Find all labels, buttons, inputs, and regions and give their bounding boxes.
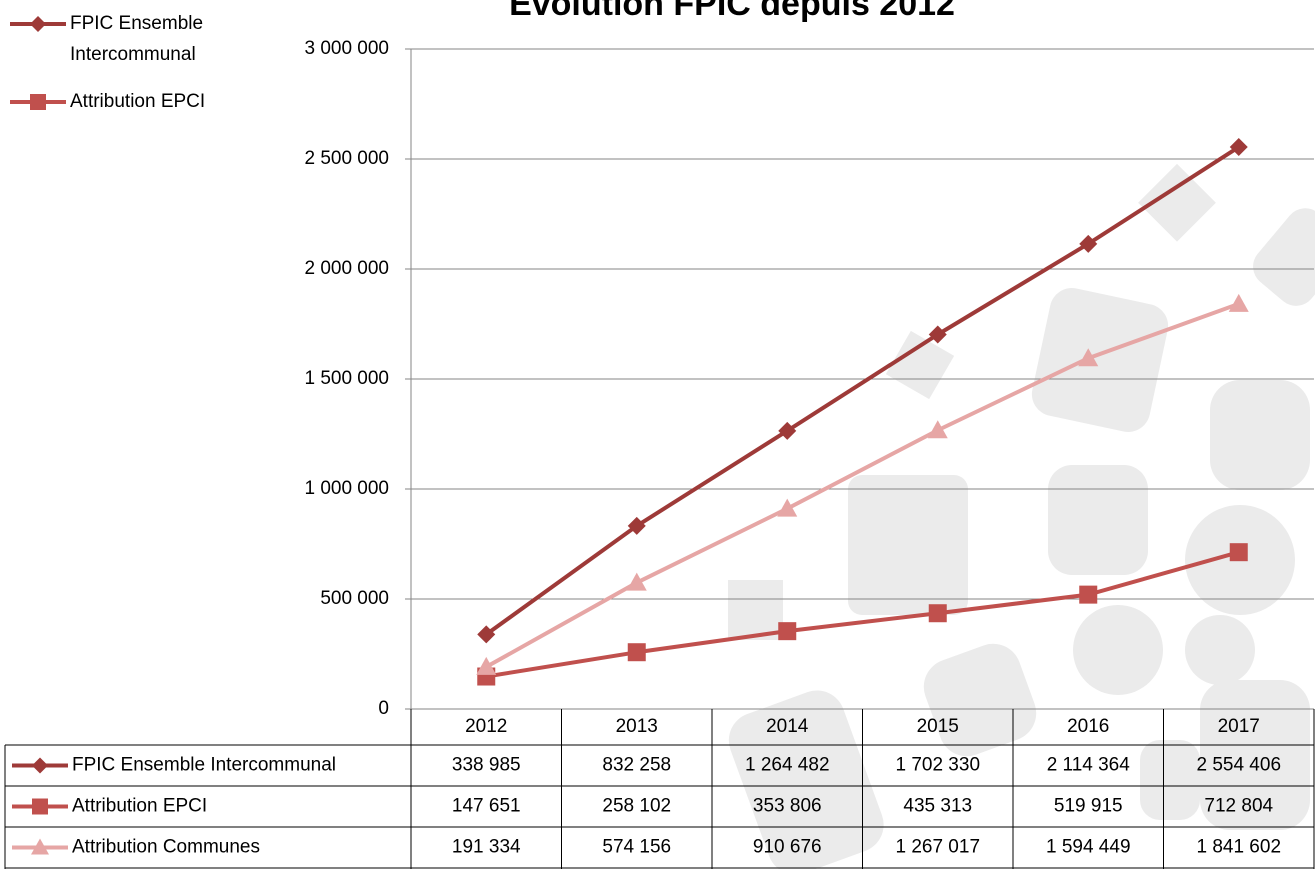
plot-area: 0 500 000 1 000 000 1 500 000 2 000 000 2 500… [5,13,1314,869]
marker [778,622,796,640]
table-cell: 910 676 [753,837,822,858]
legend-marker [30,16,46,32]
marker [1230,543,1248,561]
x-tick-label: 2013 [616,716,658,737]
x-tick-label: 2016 [1067,716,1109,737]
legend-label-line: Intercommunal [70,44,196,65]
marker [928,420,948,438]
x-tick-label: 2015 [917,716,959,737]
table-cell: 353 806 [753,796,822,817]
marker [777,499,797,517]
table-cell: 1 841 602 [1196,837,1281,858]
table-cell: 1 267 017 [895,837,980,858]
legend-label: FPIC Ensemble Intercommunal [70,13,203,65]
marker [929,604,947,622]
y-tick-label: 3 000 000 [304,38,389,59]
chart-title: Evolution FPIC depuis 2012 [509,0,955,23]
table-cell: 258 102 [602,796,671,817]
marker [476,657,496,675]
table-cell: 147 651 [452,796,521,817]
y-tick-label: 1 500 000 [304,368,389,389]
marker [1079,586,1097,604]
marker [627,573,647,591]
marker [628,643,646,661]
legend-label-line: FPIC Ensemble [70,13,203,34]
y-tick-label: 1 000 000 [304,478,389,499]
table-cell: 832 258 [602,755,671,776]
table-row-label: Attribution Communes [72,837,260,858]
table-cell: 1 264 482 [745,755,830,776]
table-cell: 712 804 [1204,796,1273,817]
legend-label: Attribution EPCI [70,91,205,112]
y-tick-label: 0 [378,698,389,719]
table-cell: 1 702 330 [895,755,980,776]
marker [1229,294,1249,312]
table-cell: 574 156 [602,837,671,858]
chart: Evolution FPIC depuis 2012 0 500 000 1 000… [0,0,1315,869]
table-cell: 338 985 [452,755,521,776]
y-tick-label: 2 500 000 [304,148,389,169]
y-tick-label: 2 000 000 [304,258,389,279]
table-cell: 435 313 [903,796,972,817]
legend-marker [30,94,46,110]
table-row-label: Attribution EPCI [72,796,207,817]
legend-marker [32,758,48,774]
legend-marker [32,799,48,815]
table-cell: 2 114 364 [1047,755,1131,776]
table-cell: 519 915 [1054,796,1123,817]
x-tick-label: 2014 [766,716,809,737]
table-row-label: FPIC Ensemble Intercommunal [72,755,336,776]
y-tick-label: 500 000 [320,588,389,609]
x-tick-label: 2017 [1218,716,1260,737]
table-cell: 2 554 406 [1196,755,1281,776]
table-cell: 1 594 449 [1046,837,1131,858]
table-cell: 191 334 [452,837,521,858]
x-tick-label: 2012 [465,716,507,737]
